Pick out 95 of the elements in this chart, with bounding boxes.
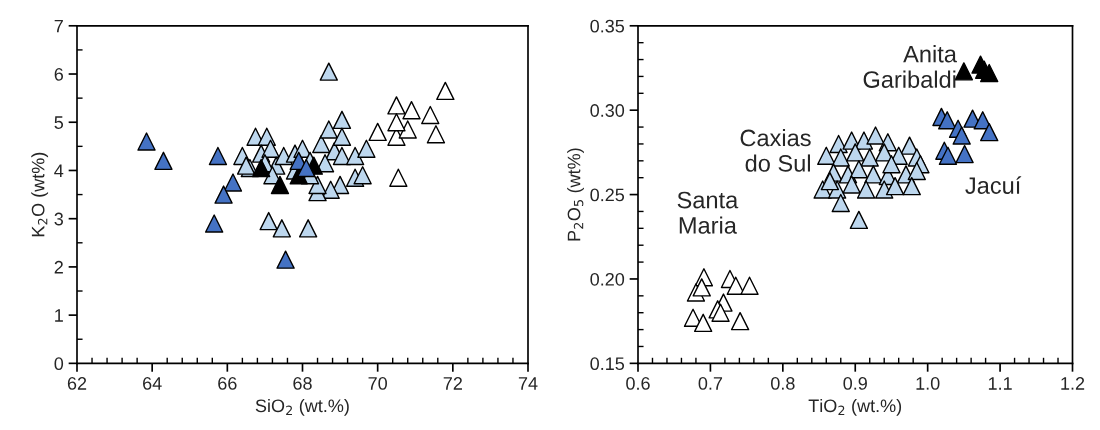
point (938, 146, 958, 165)
x-tick-label: 66 (218, 377, 237, 390)
point (421, 105, 440, 125)
y-tick-label: 0.20 (590, 272, 625, 286)
point (730, 311, 750, 331)
x-tick-label: 0.6 (626, 377, 650, 390)
point (357, 139, 376, 158)
point (398, 120, 417, 139)
y-tick-label: 4 (54, 164, 64, 178)
y-tick-label: 0.30 (590, 104, 625, 117)
point (436, 81, 455, 101)
x-axis-title: SiO$_{2}$ (wt.%) (255, 398, 349, 416)
y-tick-label: 0.15 (590, 357, 625, 371)
point (842, 175, 861, 194)
x-tick-label: 64 (143, 377, 162, 390)
point (272, 219, 292, 238)
x-tick-label: 0.9 (843, 377, 867, 390)
point (214, 185, 233, 204)
point (204, 214, 224, 233)
y-axis-title: K$_{2}$O (wt%) (31, 152, 49, 237)
point (846, 143, 865, 162)
point (368, 122, 387, 142)
y-tick-label: 5 (54, 116, 64, 129)
x-tick-label: 0.7 (698, 377, 723, 390)
point (849, 210, 869, 230)
point (980, 122, 999, 142)
series-label: Santa Maria (677, 191, 739, 234)
y-axis-title: P$_{2}$O$_{5}$ (wt%) (567, 148, 584, 241)
series-label: Anita Garibaldi (863, 45, 957, 88)
point (208, 146, 228, 166)
x-tick-label: 74 (518, 377, 538, 390)
point (321, 180, 340, 199)
point (236, 156, 256, 175)
point (137, 132, 156, 151)
point (387, 113, 406, 132)
point (831, 148, 850, 167)
y-tick-label: 0.35 (590, 19, 625, 33)
y-tick-label: 6 (54, 67, 64, 81)
point (817, 146, 836, 165)
point (831, 193, 850, 213)
point (353, 166, 372, 185)
point (973, 111, 992, 130)
point (902, 176, 921, 196)
point (319, 62, 339, 81)
point (864, 165, 883, 184)
x-tick-label: 62 (67, 377, 87, 390)
point (866, 126, 885, 145)
point (726, 276, 745, 295)
point (820, 171, 840, 191)
y-tick-label: 1 (55, 309, 63, 322)
point (332, 127, 352, 146)
point (251, 158, 271, 178)
y-tick-label: 0 (54, 357, 64, 371)
point (885, 176, 905, 196)
x-tick-label: 0.8 (770, 377, 795, 390)
point (907, 161, 927, 181)
series-label: Jacuí (965, 176, 1022, 194)
point (955, 144, 974, 164)
x-tick-label: 1.2 (1061, 377, 1085, 390)
point (270, 175, 290, 195)
point (882, 154, 901, 174)
point (693, 313, 713, 333)
x-tick-label: 1.1 (988, 377, 1012, 390)
point (426, 125, 446, 144)
x-tick-label: 68 (293, 377, 312, 390)
point (387, 96, 406, 115)
point (297, 158, 316, 178)
point (692, 278, 711, 297)
point (954, 62, 974, 81)
point (938, 111, 957, 130)
point (740, 276, 759, 295)
point (298, 219, 318, 238)
y-tick-label: 7 (54, 19, 63, 33)
y-tick-label: 3 (54, 212, 64, 226)
point (259, 211, 278, 231)
point (332, 110, 352, 130)
x-tick-label: 72 (443, 377, 462, 390)
point (860, 148, 879, 167)
point (952, 126, 971, 145)
series-label: Caxias do Sul (740, 128, 811, 172)
x-axis-title: TiO$_{2}$ (wt.%) (808, 398, 902, 416)
point (154, 151, 173, 171)
x-tick-label: 70 (368, 377, 387, 390)
point (276, 250, 295, 269)
point (402, 100, 421, 120)
y-tick-label: 2 (54, 260, 63, 274)
point (389, 168, 408, 187)
point (856, 180, 876, 199)
y-tick-label: 0.25 (590, 188, 625, 202)
point (319, 120, 339, 139)
point (345, 146, 365, 166)
point (849, 160, 869, 179)
point (223, 173, 243, 192)
x-tick-label: 1.0 (916, 377, 940, 390)
point (312, 134, 331, 154)
